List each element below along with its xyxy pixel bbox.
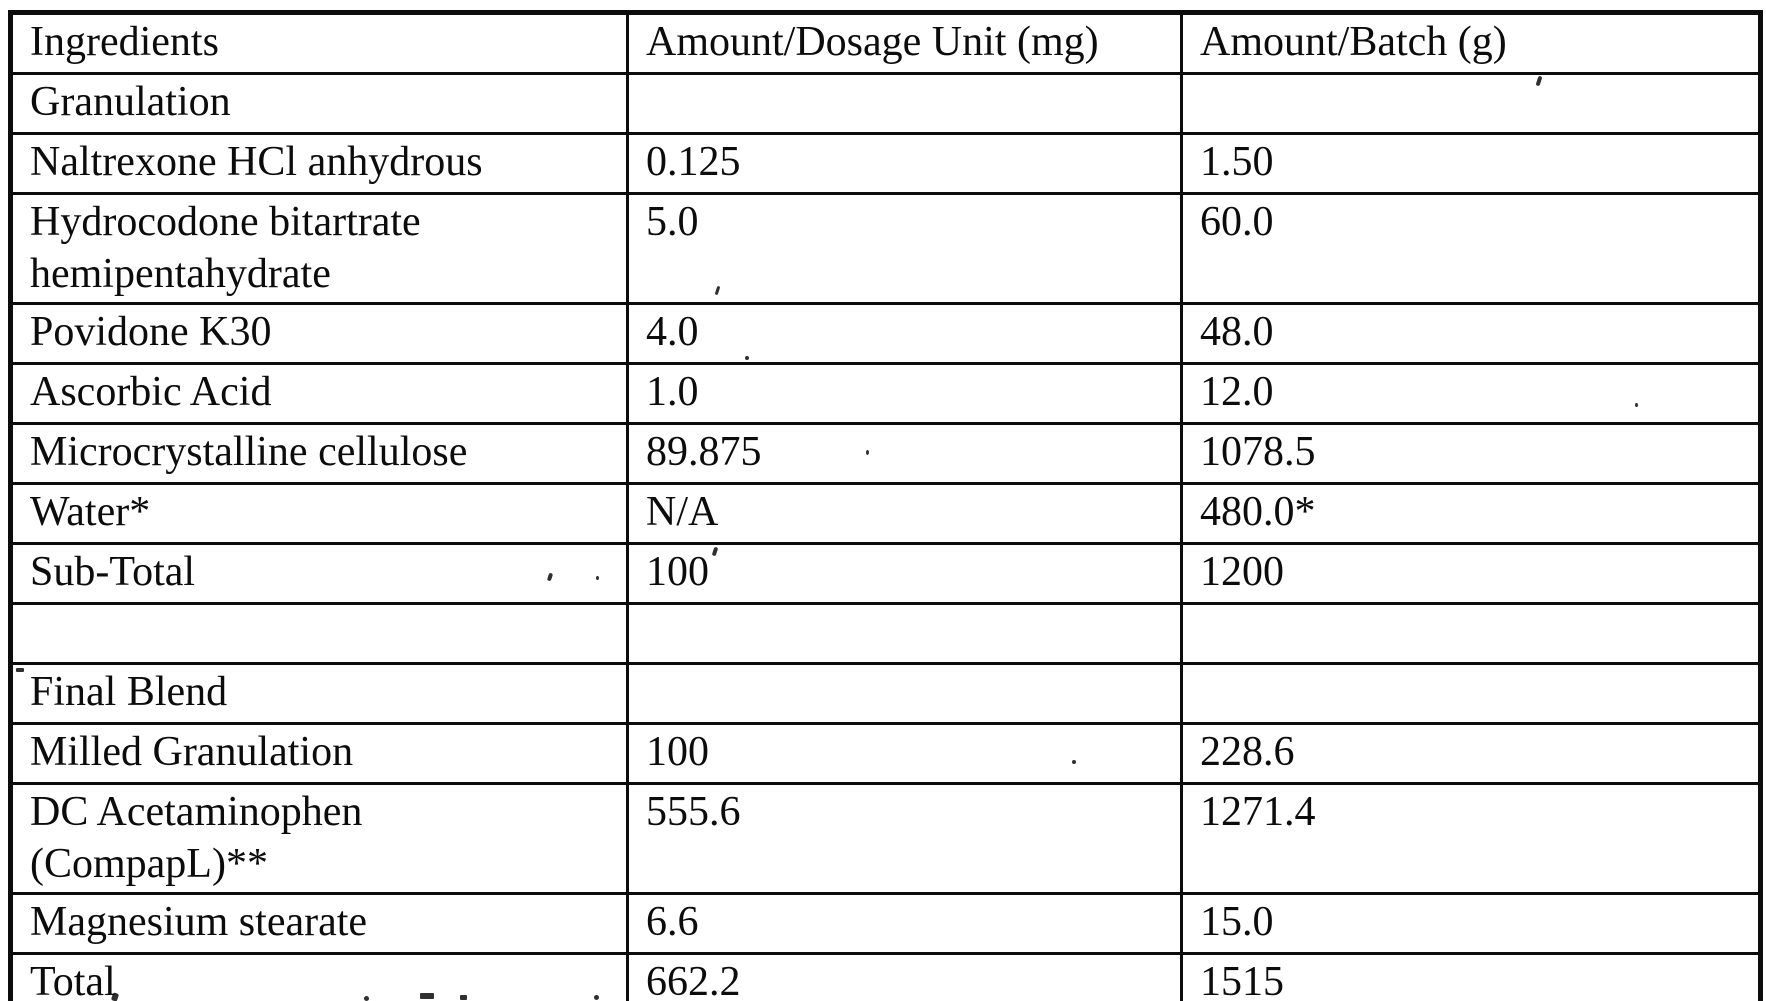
- clipped-footnote-mark: [460, 995, 467, 1000]
- table-row: Hydrocodone bitartrate hemipentahydrate 5…: [9, 192, 1762, 305]
- cell-ingredient: Hydrocodone bitartrate hemipentahydrate: [9, 192, 629, 305]
- cell-amount-batch: 1.50: [1180, 132, 1762, 195]
- cell-ingredient: Microcrystalline cellulose: [9, 422, 629, 485]
- table-row: Povidone K30 4.0 48.0: [9, 302, 1762, 365]
- table-row: DC Acetaminophen (CompapL)** 555.6 1271.4: [9, 782, 1762, 895]
- table-row: Granulation: [9, 72, 1762, 135]
- scan-speck: [1072, 760, 1076, 764]
- column-header-amount-dosage-unit: Amount/Dosage Unit (mg): [626, 11, 1183, 75]
- cell-ingredient: Sub-Total: [9, 542, 629, 605]
- cell-amount-batch: 1078.5: [1180, 422, 1762, 485]
- cell-ingredient: Total: [9, 952, 629, 1001]
- cell-amount-dosage-unit: N/A: [626, 482, 1183, 545]
- cell-ingredient: Milled Granulation: [9, 722, 629, 785]
- cell-amount-dosage-unit: 100: [626, 722, 1183, 785]
- header-row: Ingredients Amount/Dosage Unit (mg) Amou…: [9, 11, 1762, 75]
- cell-amount-dosage-unit: 662.2: [626, 952, 1183, 1001]
- cell-amount-dosage-unit: [626, 72, 1183, 135]
- column-header-ingredients: Ingredients: [9, 11, 629, 75]
- cell-amount-batch: [1180, 72, 1762, 135]
- clipped-footnote-mark: [594, 995, 599, 1000]
- cell-amount-dosage-unit: 1.0: [626, 362, 1183, 425]
- cell-amount-dosage-unit: [626, 662, 1183, 725]
- cell-ingredient: Final Blend: [9, 662, 629, 725]
- cell-amount-dosage-unit: 100: [626, 542, 1183, 605]
- table-row: Naltrexone HCl anhydrous 0.125 1.50: [9, 132, 1762, 195]
- cell-amount-batch: 12.0: [1180, 362, 1762, 425]
- clipped-footnote-mark: [364, 996, 369, 1001]
- cell-ingredient: Povidone K30: [9, 302, 629, 365]
- table-row: [9, 602, 1762, 665]
- clipped-footnote-mark: [420, 993, 434, 999]
- cell-ingredient: Magnesium stearate: [9, 892, 629, 955]
- cell-amount-dosage-unit: [626, 602, 1183, 665]
- table-row: Water* N/A 480.0*: [9, 482, 1762, 545]
- column-header-amount-batch: Amount/Batch (g): [1180, 11, 1762, 75]
- cell-ingredient: Granulation: [9, 72, 629, 135]
- cell-amount-batch: 480.0*: [1180, 482, 1762, 545]
- cell-amount-batch: 60.0: [1180, 192, 1762, 305]
- table-body: Granulation Naltrexone HCl anhydrous 0.125…: [9, 72, 1762, 1001]
- cell-amount-batch: [1180, 662, 1762, 725]
- ingredients-formulation-table: Ingredients Amount/Dosage Unit (mg) Amou…: [8, 10, 1763, 1001]
- cell-amount-dosage-unit: 6.6: [626, 892, 1183, 955]
- scan-speck: [1635, 403, 1638, 407]
- cell-amount-dosage-unit: 5.0: [626, 192, 1183, 305]
- cell-amount-batch: 48.0: [1180, 302, 1762, 365]
- cell-amount-dosage-unit: 555.6: [626, 782, 1183, 895]
- cell-ingredient: Water*: [9, 482, 629, 545]
- table-row: Sub-Total 100 1200: [9, 542, 1762, 605]
- cell-ingredient: Ascorbic Acid: [9, 362, 629, 425]
- cell-amount-batch: 1515: [1180, 952, 1762, 1001]
- scan-speck: [745, 356, 749, 360]
- cell-amount-batch: 1271.4: [1180, 782, 1762, 895]
- scan-speck: [866, 450, 869, 455]
- cell-amount-batch: 1200: [1180, 542, 1762, 605]
- table-row: Final Blend: [9, 662, 1762, 725]
- table-row: Total 662.2 1515: [9, 952, 1762, 1001]
- cell-amount-dosage-unit: 89.875: [626, 422, 1183, 485]
- cell-amount-batch: 228.6: [1180, 722, 1762, 785]
- cell-ingredient: DC Acetaminophen (CompapL)**: [9, 782, 629, 895]
- cell-ingredient: Naltrexone HCl anhydrous: [9, 132, 629, 195]
- cell-amount-batch: 15.0: [1180, 892, 1762, 955]
- cell-amount-dosage-unit: 4.0: [626, 302, 1183, 365]
- cell-amount-batch: [1180, 602, 1762, 665]
- table-row: Microcrystalline cellulose 89.875 1078.5: [9, 422, 1762, 485]
- table-row: Milled Granulation 100 228.6: [9, 722, 1762, 785]
- scan-speck: [16, 668, 24, 672]
- cell-amount-dosage-unit: 0.125: [626, 132, 1183, 195]
- table-row: Ascorbic Acid 1.0 12.0: [9, 362, 1762, 425]
- table-row: Magnesium stearate 6.6 15.0: [9, 892, 1762, 955]
- cell-ingredient: [9, 602, 629, 665]
- scan-speck: [596, 576, 599, 580]
